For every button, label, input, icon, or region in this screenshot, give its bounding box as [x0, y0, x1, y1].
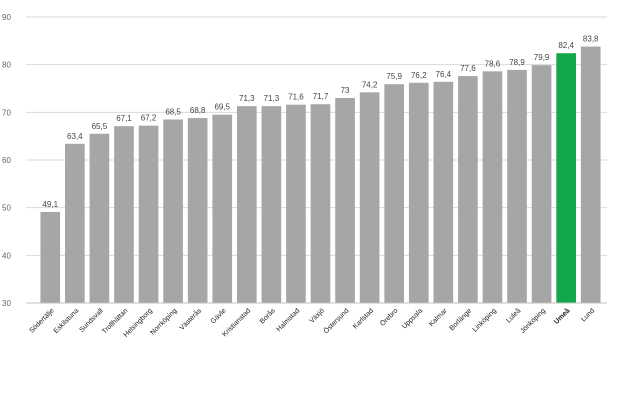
y-axis-ticks: 30 40 50 60 70 80 90	[2, 13, 11, 308]
bar	[580, 46, 601, 303]
bar	[310, 104, 331, 303]
bar	[359, 92, 380, 304]
value-label: 63,4	[67, 132, 83, 141]
bars	[40, 46, 601, 304]
value-label: 69,5	[214, 103, 230, 112]
category-label: Lund	[580, 307, 596, 323]
y-tick-label: 70	[2, 108, 11, 117]
value-label: 73	[341, 86, 350, 95]
category-label: Luleå	[505, 307, 523, 325]
bar	[261, 106, 282, 304]
category-label: Linköping	[472, 307, 498, 333]
bar	[384, 84, 405, 304]
bar	[482, 71, 503, 303]
category-label: Karlstad	[352, 307, 375, 330]
value-label: 71,6	[288, 93, 304, 102]
value-label: 67,1	[116, 114, 132, 123]
bar	[163, 119, 183, 303]
value-label: 83,8	[583, 35, 599, 44]
value-label: 76,2	[411, 71, 427, 80]
category-labels: SödertäljeEskilstunaSundsvallTrollhättan…	[28, 306, 596, 338]
bar	[335, 98, 355, 304]
category-label: Halmstad	[275, 307, 301, 333]
category-label: Kalmar	[428, 307, 449, 328]
bar	[458, 76, 478, 304]
category-label: Umeå	[552, 307, 571, 326]
bar	[40, 211, 61, 303]
y-tick-label: 30	[2, 299, 11, 308]
category-label: Borlänge	[449, 307, 474, 332]
value-label: 74,2	[362, 80, 378, 89]
value-label: 49,1	[42, 200, 58, 209]
y-tick-label: 80	[2, 61, 11, 70]
bar	[138, 125, 159, 304]
category-label: Östersund	[322, 307, 351, 336]
value-label: 79,9	[534, 53, 550, 62]
category-label: Jönköping	[519, 307, 547, 335]
value-label: 68,8	[190, 106, 206, 115]
bar	[286, 104, 306, 303]
y-tick-label: 90	[2, 13, 11, 22]
value-label: 71,7	[313, 92, 329, 101]
value-label: 67,2	[141, 114, 157, 123]
category-label: Norrköping	[149, 307, 178, 336]
value-label: 78,9	[509, 58, 525, 67]
category-label: Gävle	[210, 307, 228, 325]
bar	[212, 114, 233, 303]
category-label: Örebro	[379, 307, 400, 328]
value-label: 78,6	[485, 59, 501, 68]
y-tick-label: 40	[2, 251, 11, 260]
value-label: 82,4	[558, 41, 574, 50]
bar	[187, 118, 208, 303]
y-tick-label: 60	[2, 156, 11, 165]
bar	[65, 143, 85, 303]
value-label: 71,3	[239, 94, 255, 103]
value-label: 75,9	[386, 72, 402, 81]
category-label: Södertälje	[28, 307, 55, 334]
bar	[236, 106, 257, 304]
y-tick-label: 50	[2, 204, 11, 213]
category-label: Uppsala	[401, 307, 424, 330]
category-label: Borås	[258, 306, 277, 325]
category-label: Västerås	[178, 306, 204, 332]
value-label: 68,5	[165, 107, 181, 116]
bar	[531, 65, 552, 303]
bar	[433, 81, 454, 304]
value-labels: 49,1 63,4 65,5 67,1 67,2 68,5 68,8 69,5 71,3 71,3…	[42, 35, 599, 209]
value-label: 71,3	[264, 94, 280, 103]
bar	[89, 133, 110, 303]
bar	[507, 69, 527, 303]
bar	[408, 82, 429, 303]
value-label: 65,5	[92, 122, 108, 131]
value-label: 77,6	[460, 64, 476, 73]
value-label: 76,4	[436, 70, 452, 79]
category-label: Växjö	[309, 307, 326, 324]
bar	[114, 126, 134, 303]
bar	[556, 53, 576, 303]
category-label: Eskilstuna	[53, 307, 81, 335]
